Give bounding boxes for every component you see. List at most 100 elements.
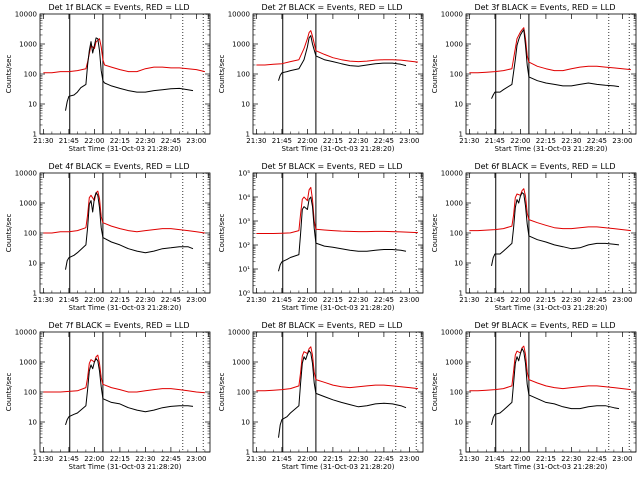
- y-tick-label: 1000: [232, 41, 250, 49]
- lld-series-line: [256, 30, 418, 66]
- y-tick-label: 10⁵: [238, 170, 250, 178]
- x-tick-label: 21:30: [459, 137, 479, 145]
- x-tick-label: 22:15: [110, 137, 130, 145]
- x-axis-label: Start Time (31-Oct-03 21:28:20): [69, 463, 182, 471]
- x-tick-label: 22:45: [374, 296, 394, 304]
- x-tick-label: 23:00: [612, 137, 632, 145]
- y-axis-label: Counts/sec: [431, 55, 439, 94]
- y-tick-label: 100: [24, 71, 37, 79]
- y-tick-label: 10³: [238, 218, 250, 226]
- legend-glyph: ┐: [205, 169, 211, 179]
- y-tick-label: 1000: [19, 41, 37, 49]
- detector-panel-6: Det 6f BLACK = Events, RED = LLD ┐ 1 10 100 1…: [431, 162, 637, 312]
- detector-panel-8: Det 8f BLACK = Events, RED = LLD ┐ 1 10 100 1…: [218, 321, 424, 471]
- y-tick-label: 1: [33, 449, 37, 457]
- x-tick-label: 21:45: [59, 455, 79, 463]
- detector-panel-3: Det 3f BLACK = Events, RED = LLD ┐ 1 10 100 1…: [431, 3, 637, 153]
- y-tick-label: 10: [28, 419, 37, 427]
- y-tick-label: 10: [241, 419, 250, 427]
- x-tick-label: 22:30: [561, 455, 581, 463]
- x-tick-label: 22:30: [561, 296, 581, 304]
- x-tick-label: 22:15: [323, 296, 343, 304]
- y-tick-label: 100: [450, 230, 463, 238]
- x-tick-label: 21:30: [246, 296, 266, 304]
- x-tick-label: 22:30: [561, 137, 581, 145]
- x-tick-label: 21:30: [459, 455, 479, 463]
- panel-title: Det 7f BLACK = Events, RED = LLD: [48, 321, 189, 330]
- events-series-line: [491, 348, 620, 426]
- y-axis-label: Counts/sec: [5, 214, 13, 253]
- x-tick-label: 23:00: [399, 137, 419, 145]
- events-series-line: [491, 29, 620, 99]
- x-axis-label: Start Time (31-Oct-03 21:28:20): [69, 304, 182, 312]
- y-tick-label: 10000: [441, 11, 463, 19]
- y-tick-label: 1: [246, 449, 250, 457]
- x-axis-label: Start Time (31-Oct-03 21:28:20): [282, 304, 395, 312]
- legend-glyph: ┐: [631, 10, 637, 20]
- y-tick-label: 10000: [15, 11, 37, 19]
- y-tick-label: 10000: [441, 329, 463, 337]
- y-tick-label: 1000: [19, 359, 37, 367]
- y-tick-label: 10: [241, 101, 250, 109]
- lld-series-line: [469, 27, 631, 74]
- x-tick-label: 21:30: [246, 455, 266, 463]
- y-axis-label: Counts/sec: [218, 373, 226, 412]
- y-tick-label: 10: [28, 101, 37, 109]
- events-series-line: [65, 192, 194, 270]
- x-tick-label: 22:45: [161, 137, 181, 145]
- x-tick-label: 22:15: [536, 455, 556, 463]
- x-tick-label: 22:45: [161, 455, 181, 463]
- x-tick-label: 22:15: [536, 137, 556, 145]
- legend-glyph: ┐: [418, 328, 424, 338]
- x-axis-label: Start Time (31-Oct-03 21:28:20): [282, 145, 395, 153]
- x-tick-label: 22:00: [84, 137, 104, 145]
- y-tick-label: 1: [246, 131, 250, 139]
- legend-glyph: ┐: [205, 328, 211, 338]
- y-axis-label: Counts/sec: [431, 373, 439, 412]
- legend-glyph: ┐: [631, 169, 637, 179]
- y-tick-label: 10²: [238, 242, 250, 250]
- panel-title: Det 2f BLACK = Events, RED = LLD: [261, 3, 402, 12]
- events-series-line: [491, 192, 620, 267]
- panel-title: Det 9f BLACK = Events, RED = LLD: [474, 321, 615, 330]
- y-axis-label: Counts/sec: [218, 55, 226, 94]
- x-axis-label: Start Time (31-Oct-03 21:28:20): [69, 145, 182, 153]
- plot-frame: [465, 331, 637, 453]
- x-tick-label: 21:30: [33, 455, 53, 463]
- x-tick-label: 22:00: [84, 455, 104, 463]
- x-tick-label: 22:15: [323, 455, 343, 463]
- lld-series-line: [469, 345, 631, 392]
- y-tick-label: 10¹: [238, 266, 250, 274]
- events-series-line: [65, 37, 194, 111]
- x-tick-label: 21:45: [272, 455, 292, 463]
- lld-series-line: [43, 354, 205, 394]
- detector-panel-7: Det 7f BLACK = Events, RED = LLD ┐ 1 10 100 1…: [5, 321, 211, 471]
- x-tick-label: 22:00: [510, 137, 530, 145]
- y-tick-label: 100: [450, 389, 463, 397]
- panel-title: Det 8f BLACK = Events, RED = LLD: [261, 321, 402, 330]
- events-series-line: [278, 196, 407, 272]
- x-tick-label: 21:45: [272, 296, 292, 304]
- detector-panel-5: Det 5f BLACK = Events, RED = LLD┐10⁰10¹1…: [218, 162, 424, 312]
- x-tick-label: 22:15: [323, 137, 343, 145]
- legend-glyph: ┐: [205, 10, 211, 20]
- y-tick-label: 1: [459, 290, 463, 298]
- y-tick-label: 10000: [228, 11, 250, 19]
- panel-title: Det 5f BLACK = Events, RED = LLD: [261, 162, 402, 171]
- detector-panel-1: Det 1f BLACK = Events, RED = LLD ┐ 1 10 100 1…: [5, 3, 211, 153]
- legend-glyph: ┐: [418, 10, 424, 20]
- detector-panel-4: Det 4f BLACK = Events, RED = LLD ┐ 1 10 100 1…: [5, 162, 211, 312]
- x-tick-label: 22:45: [374, 137, 394, 145]
- events-series-line: [278, 35, 407, 81]
- y-tick-label: 10: [28, 260, 37, 268]
- x-tick-label: 21:45: [272, 137, 292, 145]
- y-tick-label: 10: [454, 101, 463, 109]
- lld-series-line: [256, 186, 418, 234]
- x-tick-label: 23:00: [612, 296, 632, 304]
- x-tick-label: 21:45: [485, 137, 505, 145]
- detector-panel-2: Det 2f BLACK = Events, RED = LLD ┐ 1 10 100 1…: [218, 3, 424, 153]
- y-tick-label: 10⁴: [238, 194, 250, 202]
- y-tick-label: 100: [24, 389, 37, 397]
- lld-series-line: [256, 346, 418, 392]
- x-tick-label: 22:30: [348, 296, 368, 304]
